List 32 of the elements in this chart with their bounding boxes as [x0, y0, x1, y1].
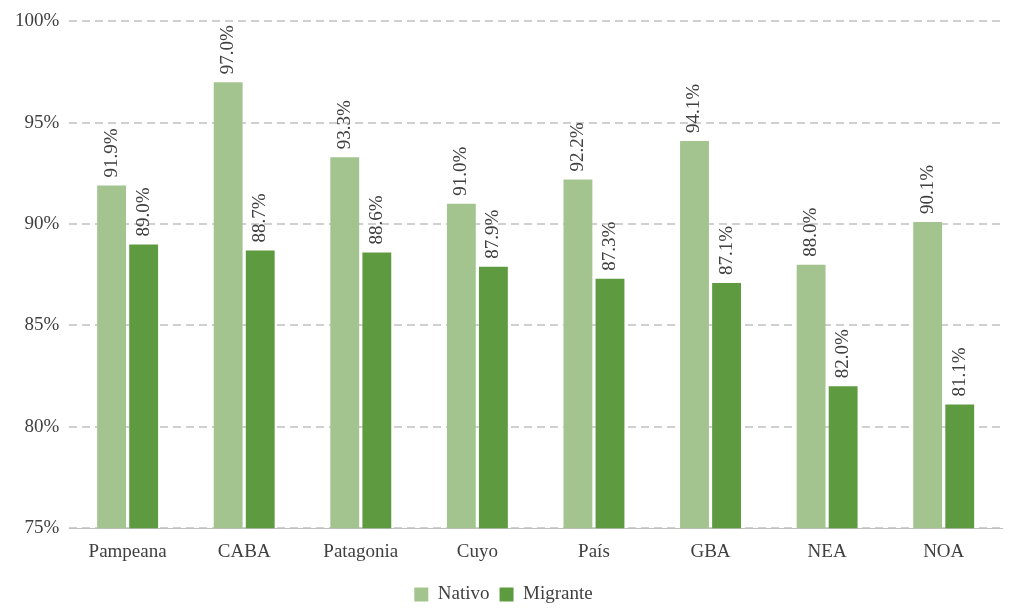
y-tick-label: 90%	[24, 212, 60, 234]
data-label: 91.9%	[99, 128, 121, 178]
data-label: 82.0%	[831, 329, 853, 379]
data-label: 87.3%	[597, 221, 619, 271]
data-label: 92.2%	[565, 122, 587, 172]
data-label: 90.1%	[915, 164, 937, 215]
legend-label: Nativo	[437, 582, 490, 604]
data-label: 89.0%	[131, 187, 153, 237]
y-tick-label: 75%	[24, 516, 60, 538]
data-label: 91.0%	[449, 146, 471, 196]
y-tick-label: 85%	[24, 313, 60, 335]
data-label: 87.9%	[481, 209, 503, 259]
y-tick-label: 100%	[15, 9, 60, 31]
data-label: 88.6%	[364, 195, 386, 245]
data-label: 81.1%	[947, 347, 969, 397]
legend-label: Migrante	[523, 582, 593, 604]
data-label: 88.7%	[248, 193, 270, 243]
data-label: 94.1%	[682, 83, 704, 133]
data-label: 87.1%	[714, 225, 736, 275]
data-label: 88.0%	[799, 207, 821, 257]
data-label: 97.0%	[216, 24, 238, 75]
x-tick-label: País	[578, 539, 610, 561]
x-tick-label: Cuyo	[456, 539, 498, 561]
y-tick-label: 95%	[24, 110, 60, 132]
data-label: 93.3%	[332, 99, 354, 150]
x-tick-label: NOA	[923, 539, 965, 561]
x-tick-label: GBA	[690, 539, 731, 561]
x-tick-label: Patagonia	[323, 539, 399, 561]
x-tick-label: CABA	[217, 539, 271, 561]
y-tick-label: 80%	[24, 414, 60, 436]
x-tick-label: NEA	[807, 539, 847, 561]
x-tick-label: Pampeana	[88, 539, 168, 561]
